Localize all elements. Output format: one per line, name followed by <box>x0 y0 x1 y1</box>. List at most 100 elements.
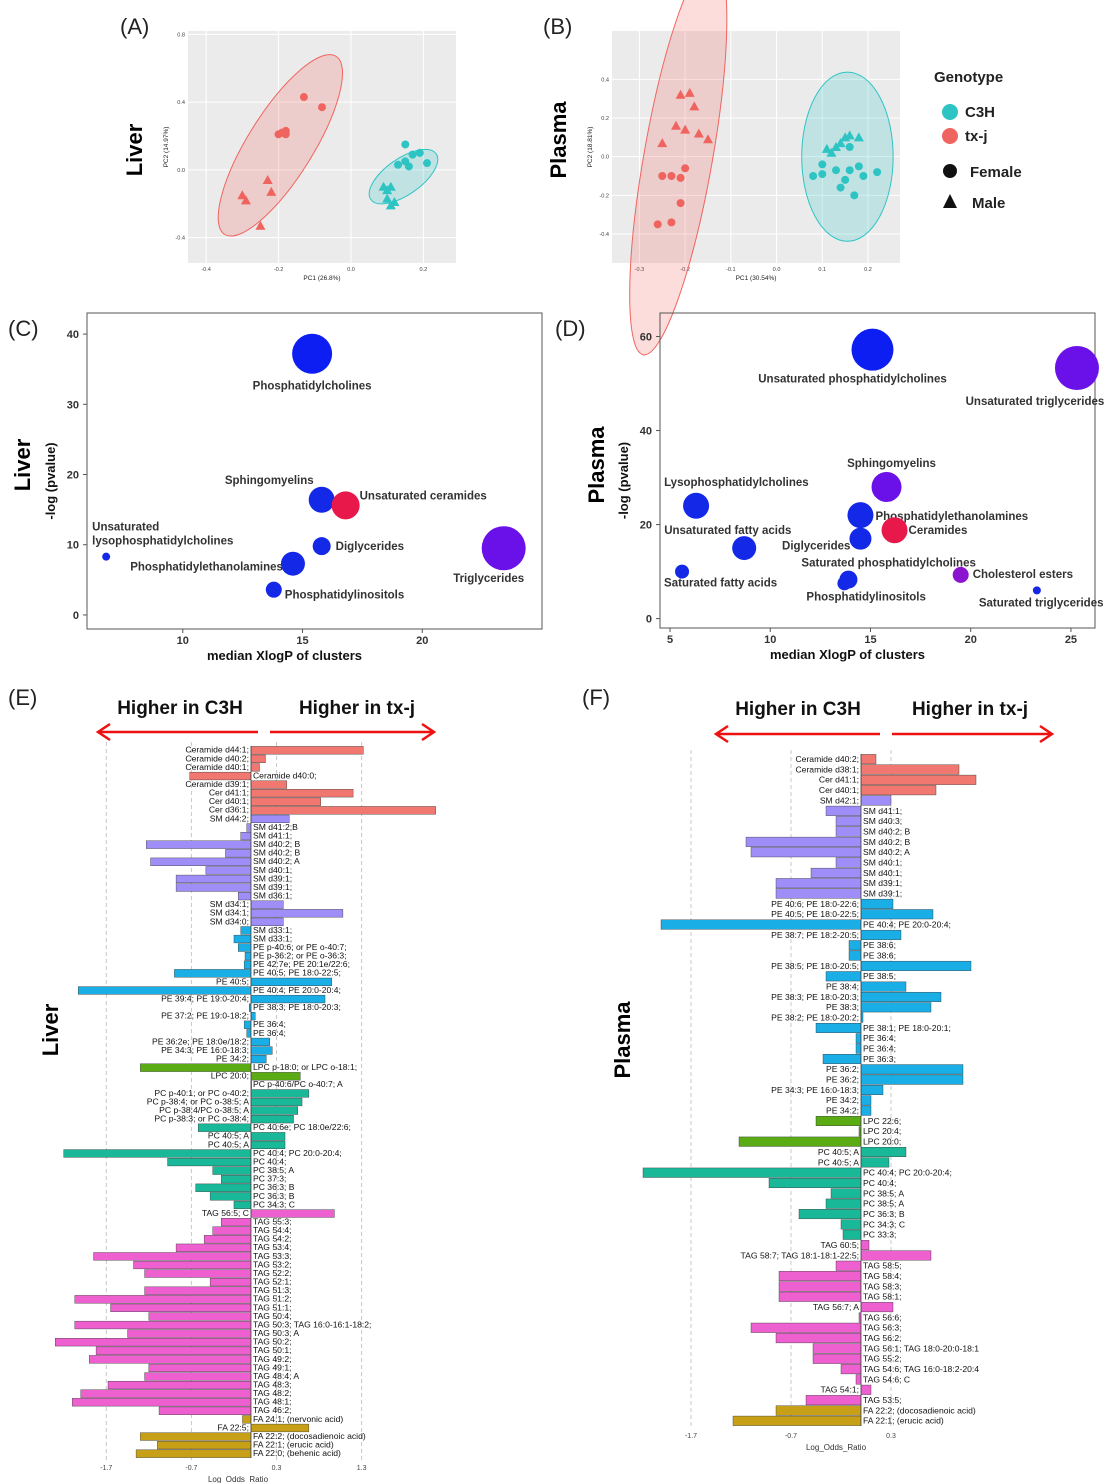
pca-b-xtick-label: 0.0 <box>773 267 781 273</box>
bar-f-bar <box>815 1116 862 1126</box>
bar-f-bar-label: PE 34:2; <box>826 1106 859 1116</box>
bubble-d-bubble-label: Lysophosphatidylcholines <box>664 477 809 489</box>
bubble-c-bubble-label: Sphingomyelins <box>225 475 314 487</box>
bar-e-bar <box>95 1346 252 1355</box>
bar-e-xtick-label: -1.7 <box>100 1465 112 1472</box>
pca-b-y-axis-title: PC2 (18.81%) <box>587 127 594 168</box>
bar-e-bar-label: TAG 51:2; <box>253 1294 292 1304</box>
bar-e-bar-label: TAG 50:3; TAG 16:0-16:1-18:2; <box>253 1319 371 1329</box>
bar-f-bar <box>810 867 862 878</box>
bar-e-bar-label: FA 22:0; (behenic acid) <box>253 1448 341 1458</box>
bar-e-bar-label: SM d41:2;B <box>253 822 298 832</box>
panel-label-d: (D) <box>555 316 586 341</box>
bar-f-bar <box>855 1033 862 1044</box>
bar-e-bar-label: PE p-40:6; or PE o-40:7; <box>253 942 347 952</box>
bar-f-bar <box>860 1085 884 1095</box>
bubble-d-plot-frame <box>659 312 1096 629</box>
bar-e-bar-label: SM d34:1; <box>210 899 249 909</box>
bar-f-bar-label: PE 38:1; PE 18:0-20:1; <box>863 1023 951 1033</box>
bar-f-bar-label: LPC 22:6; <box>863 1116 901 1126</box>
bar-e-bar-label: LPC 20:0; <box>211 1071 249 1081</box>
bar-e-bar-label: SM d33:1; <box>253 933 292 943</box>
bar-e-bar <box>250 1089 310 1098</box>
pca-b-male-point <box>675 89 686 99</box>
pca-b-female-point <box>836 183 845 192</box>
bar-f-bar-label: TAG 58:3; <box>863 1281 902 1291</box>
bar-f-bar <box>812 1343 862 1354</box>
bar-e-bar <box>212 1166 252 1175</box>
legend-swatch-male <box>943 194 957 208</box>
bar-f-bar-label: TAG 56:3; <box>863 1323 902 1333</box>
pca-a-plot-background <box>188 31 456 263</box>
pca-b-male-point <box>831 142 841 151</box>
panel-label-a: (A) <box>120 14 149 39</box>
bubble-c-y-axis-title: -log (pvalue) <box>43 442 58 519</box>
pca-b-female-point <box>841 175 850 184</box>
bar-e-bar <box>144 1286 252 1295</box>
bar-f-bar-label: SM d39:1; <box>863 888 902 898</box>
bubble-d-bubble <box>732 536 757 561</box>
bar-f-bar <box>825 805 862 816</box>
bar-f-xtick-label: -1.7 <box>685 1433 697 1440</box>
bubble-c-bubble <box>331 491 360 520</box>
bar-e-bar <box>246 823 252 832</box>
bubble-c-bubble <box>308 486 335 513</box>
pca-a-xtick-label: 0.0 <box>347 267 355 273</box>
pca-b-male-point <box>684 87 695 97</box>
bar-f-bar-label: SM d40:3; <box>863 816 902 826</box>
pca-a-female-point <box>299 93 308 102</box>
bubble-d-bubble <box>847 502 874 529</box>
bar-f-bar <box>860 929 902 940</box>
bar-e-bar-label: TAG 48:2; <box>253 1388 292 1398</box>
pca-b-ytick-label: 0.2 <box>601 116 609 122</box>
bar-f-bar <box>860 981 907 992</box>
pca-a-ytick-label: -0.4 <box>175 236 185 242</box>
bar-f-bar-label: SM d40:1; <box>863 857 902 867</box>
liver-label-a: Liver <box>122 123 147 176</box>
bar-f-bar <box>860 1147 907 1158</box>
bar-f-bar-label: PE 38:2; PE 18:0-20:2; <box>771 1013 859 1023</box>
bar-f-bar-label: TAG 54:6; C <box>863 1374 910 1384</box>
pca-b-confidence-ellipse <box>801 71 894 242</box>
liver-label-c: Liver <box>10 438 35 491</box>
bar-e-bar-label: TAG 54:4; <box>253 1225 292 1235</box>
bar-e-bar-label: Ceramide d44:1; <box>185 745 249 755</box>
bubble-c-bubble-label: Phosphatidylethanolamines <box>130 562 283 574</box>
bar-e-bar <box>250 1037 270 1047</box>
pca-b-female-point <box>681 164 690 173</box>
pca-a-x-axis-title: PC1 (26.8%) <box>303 275 340 282</box>
bar-f-bar <box>778 1281 862 1292</box>
direction-header-e: Higher in C3H Higher in tx-j <box>95 698 437 742</box>
bar-f-bar <box>732 1415 862 1426</box>
bubble-d-bubble-label: Sphingomyelins <box>847 458 936 470</box>
pca-a-ytick-label: 0.4 <box>177 100 185 106</box>
bar-e-bar-label: PE 40:4; PE 20:0-20:4; <box>253 985 341 995</box>
bar-e-bar-label: SM d40:2; B <box>253 848 301 858</box>
bubble-c-bubble <box>265 581 282 598</box>
bar-e-bar-label: Cer d41:1; <box>209 788 249 798</box>
pca-a-y-axis-title: PC2 (14.97%) <box>163 127 170 168</box>
bubble-d-bubble <box>1032 586 1041 595</box>
pca-b-male-point <box>657 138 668 148</box>
bar-f-bar-label: FA 22:1; (erucic acid) <box>863 1416 944 1426</box>
bar-e-bar-label: PC p-40:6/PC o-40:7; A <box>253 1079 343 1089</box>
bar-f-bar <box>775 1333 862 1344</box>
bar-f-bar <box>778 1291 862 1302</box>
bar-e-bar-label: TAG 46:2; <box>253 1405 292 1415</box>
pca-a-male-point <box>262 175 273 185</box>
bar-f-bar <box>822 1054 862 1064</box>
bubble-c-ytick-label: 20 <box>67 470 79 482</box>
bar-e-bar-label: PC p-38:3; or PC o-38:4; <box>154 1114 249 1124</box>
bar-f-bar-label: PE 38:6; <box>863 940 896 950</box>
bar-f-bar <box>860 754 877 765</box>
bar-f-bar-label: TAG 54:1; <box>820 1385 859 1395</box>
bar-f-bar-label: LPC 20:0; <box>863 1137 901 1147</box>
bar-f-bar-label: PE 40:5; PE 18:0-22:5; <box>771 909 859 919</box>
bubble-d-bubble <box>881 517 908 544</box>
bar-e-bar-label: PE p-36:2; or PE o-36:3; <box>253 951 347 961</box>
bar-e-bar-label: TAG 56:5; C <box>202 1208 249 1218</box>
bar-f-bar <box>835 816 862 827</box>
bubble-c-plot-frame <box>86 312 543 630</box>
bar-f-bar-label: PE 38:3; <box>826 1002 859 1012</box>
bar-e-bar-label: PE 34:3; PE 16:0-18:3; <box>161 1045 249 1055</box>
